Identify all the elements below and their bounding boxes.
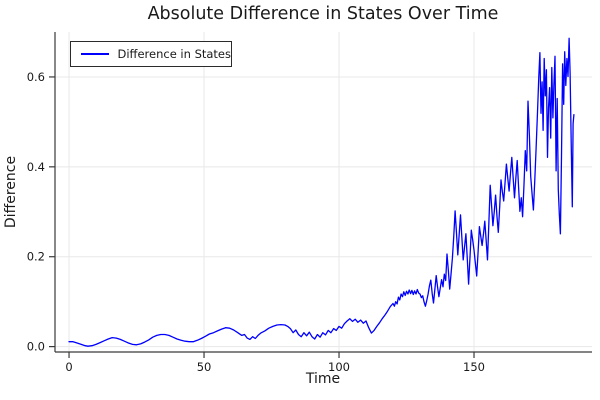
- x-tick-label: 50: [197, 360, 212, 374]
- legend: Difference in States: [70, 41, 232, 67]
- x-axis-label: Time: [305, 371, 340, 387]
- y-tick-label: 0.2: [27, 250, 45, 264]
- legend-line-sample: [81, 53, 110, 55]
- y-tick-label: 0.0: [27, 340, 45, 354]
- x-tick-label: 100: [328, 360, 350, 374]
- x-tick-label: 0: [65, 360, 72, 374]
- gridlines: [55, 32, 592, 352]
- y-tick-label: 0.4: [27, 160, 45, 174]
- difference-line: [68, 37, 575, 347]
- data-series-layer: [68, 37, 575, 347]
- y-tick-label: 0.6: [27, 70, 45, 84]
- y-axis-label: Difference: [3, 156, 19, 228]
- x-tick-label: 150: [463, 360, 485, 374]
- chart-title: Absolute Difference in States Over Time: [148, 4, 499, 24]
- legend-label: Difference in States: [117, 47, 231, 61]
- axes: 0 50 100 150 0.0 0.2 0.4 0.6: [27, 32, 592, 374]
